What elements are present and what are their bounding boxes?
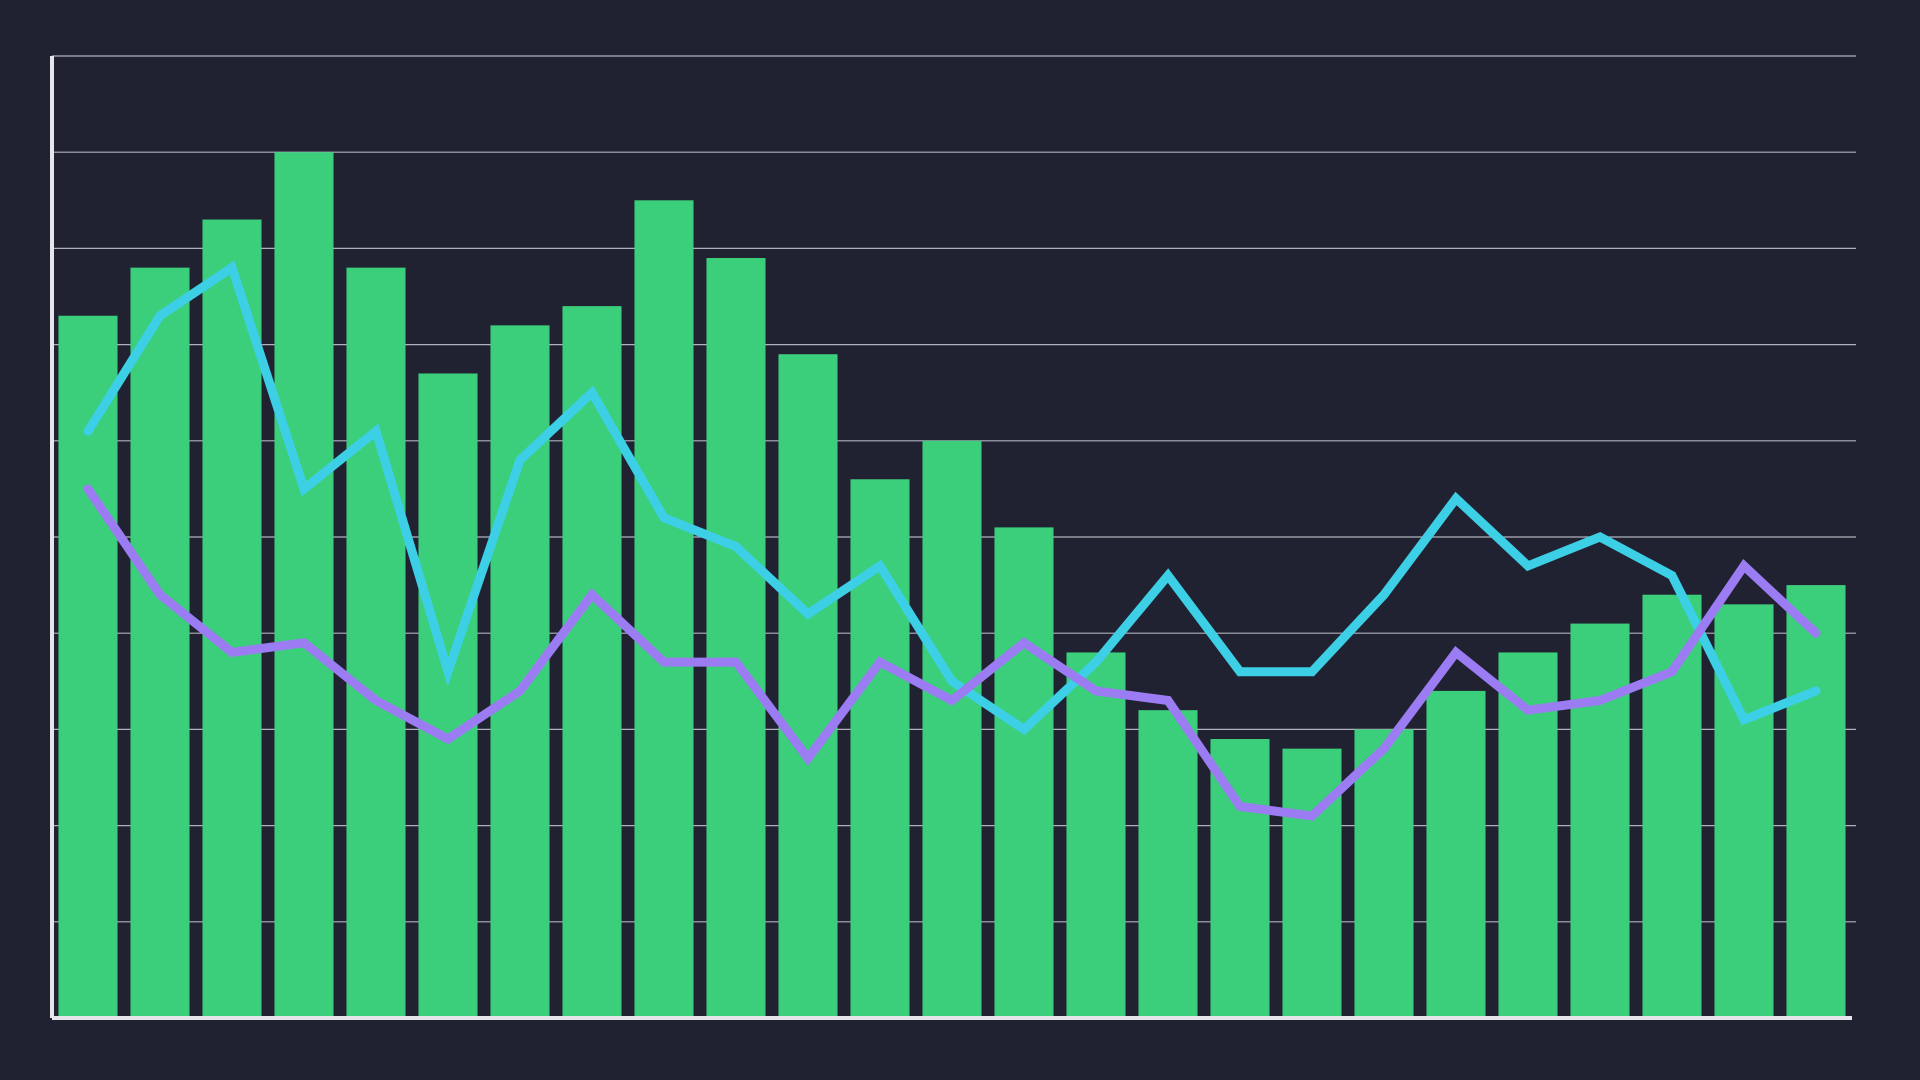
bar xyxy=(346,267,406,1018)
line-series-cyan xyxy=(83,260,1821,736)
bar xyxy=(778,354,838,1019)
line-series-group xyxy=(83,260,1821,821)
bar xyxy=(706,258,766,1018)
axes xyxy=(50,56,1852,1020)
bar xyxy=(1066,652,1126,1018)
bar xyxy=(130,267,190,1018)
bar xyxy=(58,315,118,1018)
bar xyxy=(850,479,910,1018)
bar xyxy=(1210,739,1270,1018)
bar xyxy=(1282,748,1342,1018)
line-series-purple xyxy=(83,484,1821,821)
bar xyxy=(1786,585,1846,1018)
bar xyxy=(1570,623,1630,1018)
bar xyxy=(922,440,982,1018)
bar xyxy=(202,219,262,1019)
bar-series xyxy=(58,152,1846,1019)
bar xyxy=(994,527,1054,1018)
bar xyxy=(274,152,334,1018)
bar xyxy=(1354,729,1414,1018)
bar xyxy=(1426,690,1486,1018)
bar xyxy=(634,200,694,1019)
bar xyxy=(1642,594,1702,1018)
bar xyxy=(490,325,550,1018)
bar xyxy=(418,373,478,1019)
bar xyxy=(1138,710,1198,1018)
bar xyxy=(1714,604,1774,1018)
